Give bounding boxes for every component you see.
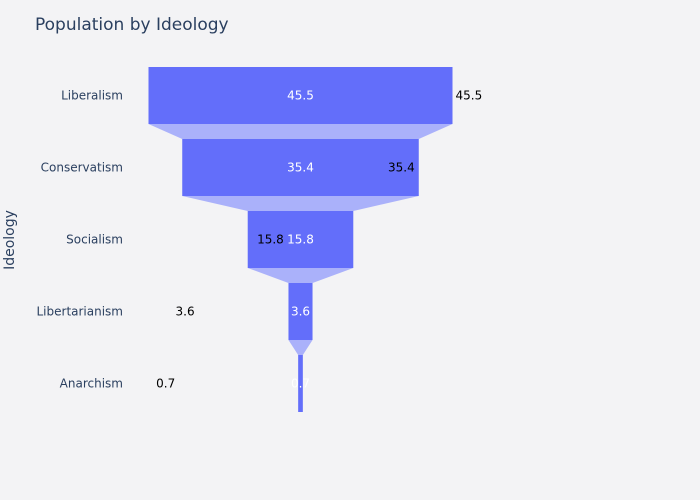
funnel-connector bbox=[247, 268, 354, 283]
y-tick-label: Anarchism bbox=[60, 377, 123, 391]
y-tick-label: Conservatism bbox=[41, 161, 123, 175]
y-tick-label: Libertarianism bbox=[36, 305, 123, 319]
y-axis-title: Ideology bbox=[2, 210, 18, 270]
funnel-connector bbox=[182, 196, 419, 211]
outside-value-labels: 45.5 35.4 15.8 3.6 0.7 bbox=[156, 89, 482, 391]
funnel-bar bbox=[247, 211, 354, 268]
outside-value-label: 3.6 bbox=[176, 305, 195, 319]
funnel-bar bbox=[148, 67, 453, 124]
funnel-connectors bbox=[148, 124, 453, 355]
funnel-connector bbox=[148, 124, 453, 139]
funnel-bars bbox=[148, 67, 453, 412]
inside-value-label: 45.5 bbox=[287, 89, 314, 103]
inside-value-labels: 45.5 35.4 15.8 3.6 0.7 bbox=[287, 89, 314, 391]
funnel-bar bbox=[298, 355, 303, 412]
inside-value-label: 35.4 bbox=[287, 161, 314, 175]
funnel-connector bbox=[288, 340, 313, 355]
chart-title: Population by Ideology bbox=[35, 15, 229, 35]
inside-value-label: 0.7 bbox=[291, 377, 310, 391]
inside-value-label: 3.6 bbox=[291, 305, 310, 319]
funnel-bar bbox=[182, 139, 419, 196]
outside-value-label: 45.5 bbox=[456, 89, 483, 103]
inside-value-label: 15.8 bbox=[287, 233, 314, 247]
y-axis-ticks: Liberalism Conservatism Socialism Libertari… bbox=[36, 89, 123, 391]
y-tick-label: Liberalism bbox=[61, 89, 123, 103]
y-tick-label: Socialism bbox=[66, 233, 123, 247]
outside-value-label: 15.8 bbox=[257, 233, 284, 247]
outside-value-label: 0.7 bbox=[156, 377, 175, 391]
outside-value-label: 35.4 bbox=[388, 161, 415, 175]
funnel-bar bbox=[288, 283, 313, 340]
